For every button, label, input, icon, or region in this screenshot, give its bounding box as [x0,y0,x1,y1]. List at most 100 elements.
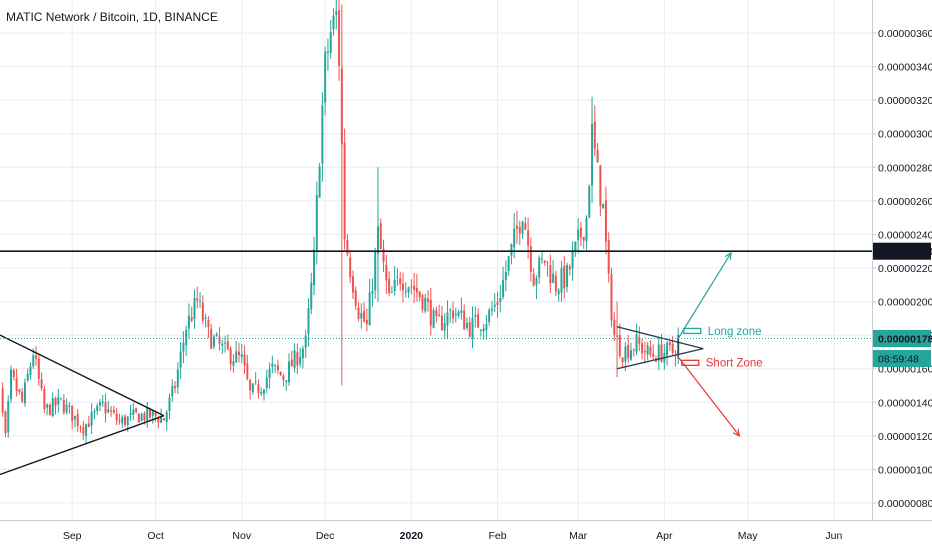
candle-body [468,322,471,337]
candle-body [485,324,488,330]
candle-body [593,121,596,149]
candle-body [613,319,616,335]
candle-body [452,310,455,318]
candle-body [552,273,555,283]
candle-body [582,236,585,241]
current-price-text: 0.00000178 [878,334,932,346]
candle-body [607,240,610,274]
candle-body [507,256,510,272]
triangle-1-upper [0,334,165,417]
candle-body [235,351,238,363]
price-tick-label: 0.00000360 [878,28,932,40]
candle-body [26,374,29,381]
candle-body [57,397,60,405]
candle-body [641,343,644,354]
candle-body [627,344,630,359]
candle-body [382,248,385,262]
candle-body [251,383,254,393]
candle-body [604,200,607,242]
candle-body [35,355,38,359]
candle-body [51,398,54,417]
candle-body [585,217,588,242]
candle-body [446,312,449,326]
candle-body [135,407,138,413]
candle-body [263,389,265,395]
candle-body [160,417,163,423]
candle-body [254,381,257,383]
short-arrow-head [732,428,741,437]
candle-body [474,315,477,317]
candle-body [85,424,88,437]
candle-body [62,399,65,413]
resistance-price-tag [873,242,931,260]
candle-body [363,310,366,322]
candle-body [424,297,427,312]
candle-body [532,274,535,286]
candle-body [174,386,177,389]
candle-body [187,315,190,329]
candle-body [602,203,605,209]
candle-body [212,336,215,347]
time-tick-label: May [738,530,759,542]
candle-body [618,335,621,356]
grid-lines [0,0,932,521]
candle-body [338,10,341,66]
candle-body [165,412,168,423]
short-zone-box[interactable] [681,359,700,366]
candle-body [321,105,324,164]
candle-body [265,377,268,389]
candle-body [285,380,288,382]
price-tick-label: 0.00000300 [878,129,932,141]
price-axis[interactable]: 0.00000360 0.00000340 0.00000320 0.00000300… [872,28,932,510]
candle-body [560,268,563,293]
candle-body [643,350,646,353]
candle-body [54,397,57,406]
candle-body [326,51,329,53]
candle-body [149,408,152,418]
candle-body [515,225,518,229]
price-tags: 0.00000230 0.00000178 08:59:48 [873,242,932,367]
short-arrow-line [677,356,740,437]
candle-body [524,223,527,230]
candle-body [438,314,441,317]
triangle-1-lower [0,415,165,476]
candle-body [546,261,549,263]
candle-body [46,404,49,408]
candle-body [210,328,213,349]
time-tick-label: Apr [656,530,673,542]
candle-body [479,329,482,331]
candle-body [143,413,146,421]
candle-body [657,344,660,361]
candle-body [599,165,602,206]
candle-body [215,334,218,336]
candle-body [282,375,285,380]
candle-body [668,342,671,345]
candle-body [290,359,293,367]
candle-body [257,383,260,394]
candle-body [443,323,446,331]
candle-body [357,307,360,319]
price-tick-label: 0.00000320 [878,95,932,107]
candle-body [293,350,296,368]
time-axis[interactable]: Sep Oct Nov Dec 2020 Feb Mar Apr May Jun [63,530,843,542]
candle-body [496,301,499,305]
candle-body [18,389,21,393]
candle-body [185,329,188,346]
triangle-2-lower [616,347,704,370]
candle-body [457,311,460,316]
candle-body [463,310,466,330]
candle-body [190,317,193,321]
long-zone-box[interactable] [683,327,702,335]
trade-zones[interactable]: Long zone Short Zone [681,326,763,370]
candle-body [368,292,371,326]
candle-body [404,291,407,293]
candle-body [371,290,374,294]
candle-body [237,351,240,356]
candle-body [126,416,129,426]
candle-body [98,402,101,406]
candle-body [541,258,543,260]
candle-body [310,282,313,310]
candle-body [460,310,463,313]
candle-body [1,388,4,413]
current-price-tag [873,330,931,347]
